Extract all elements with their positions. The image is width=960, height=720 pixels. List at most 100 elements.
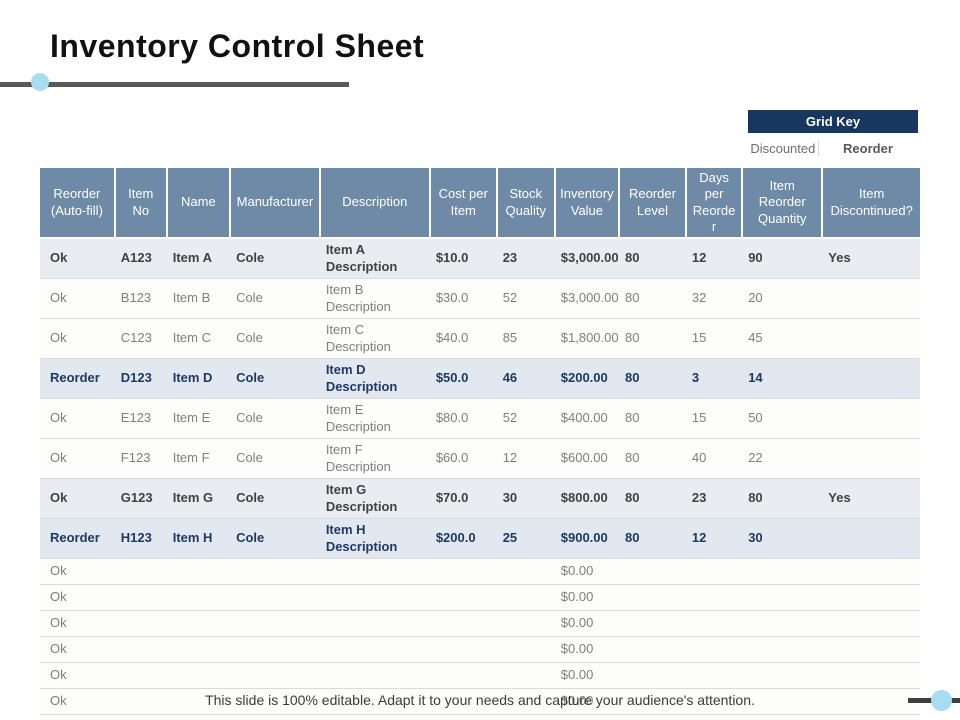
- table-cell: $0.00: [554, 636, 619, 663]
- table-cell: 23: [685, 478, 743, 519]
- table-cell: [822, 636, 920, 663]
- table-cell: [619, 558, 686, 585]
- column-header: Days per Reorder: [684, 168, 743, 239]
- table-cell: [822, 518, 920, 559]
- table-cell: [114, 714, 167, 720]
- table-cell: Item F: [166, 438, 231, 479]
- table-cell: [496, 714, 555, 720]
- inventory-table: Reorder (Auto-fill) Item No Name Manufactur…: [40, 168, 920, 720]
- table-cell: [166, 558, 231, 585]
- table-cell: 50: [742, 398, 823, 439]
- table-row: Ok B123 Item B Cole Item B Description $30.0 5…: [40, 278, 920, 319]
- table-row: Ok $0.00: [40, 662, 920, 689]
- table-cell: [230, 558, 320, 585]
- table-cell: [685, 610, 743, 637]
- table-cell: D123: [114, 358, 167, 399]
- table-cell: 14: [742, 358, 823, 399]
- table-cell: [822, 278, 920, 319]
- table-cell: $30.0: [429, 278, 497, 319]
- header-row: Reorder (Auto-fill) Item No Name Manufactur…: [40, 168, 920, 239]
- grid-key-legend: Grid Key Discounted Reorder: [748, 110, 918, 163]
- table-cell: Item H Description: [319, 518, 430, 559]
- table-cell: [429, 558, 497, 585]
- table-cell: 30: [496, 478, 555, 519]
- table-cell: [496, 584, 555, 611]
- table-cell: [429, 610, 497, 637]
- table-cell: 12: [685, 238, 743, 279]
- table-cell: [319, 714, 430, 720]
- table-cell: [230, 662, 320, 689]
- table-cell: [319, 610, 430, 637]
- table-cell: 15: [685, 398, 743, 439]
- table-cell: [230, 610, 320, 637]
- table-cell: [166, 610, 231, 637]
- table-cell: Ok: [40, 558, 115, 585]
- table-cell: $200.0: [429, 518, 497, 559]
- table-cell: [822, 358, 920, 399]
- table-cell: Ok: [40, 688, 115, 715]
- table-cell: 25: [496, 518, 555, 559]
- table-cell: 80: [619, 238, 686, 279]
- grid-key-labels: Discounted Reorder: [748, 133, 918, 163]
- table-cell: Cole: [230, 518, 320, 559]
- table-cell: 45: [742, 318, 823, 359]
- column-header: Reorder Level: [618, 168, 686, 239]
- table-cell: 15: [685, 318, 743, 359]
- table-cell: $800.00: [554, 478, 619, 519]
- table-cell: 12: [685, 518, 743, 559]
- table-cell: [166, 662, 231, 689]
- table-cell: Item G: [166, 478, 231, 519]
- column-header: Cost per Item: [428, 168, 497, 239]
- table-cell: Item G Description: [319, 478, 430, 519]
- table-cell: [496, 636, 555, 663]
- table-cell: [742, 610, 823, 637]
- table-cell: Ok: [40, 662, 115, 689]
- table-cell: [822, 398, 920, 439]
- table-cell: [822, 584, 920, 611]
- accent-dot-icon: [31, 73, 49, 91]
- table-cell: 90: [742, 238, 823, 279]
- table-cell: 80: [619, 438, 686, 479]
- table-cell: [429, 714, 497, 720]
- column-header: Stock Quality: [495, 168, 555, 239]
- table-cell: [114, 584, 167, 611]
- table-cell: [742, 584, 823, 611]
- table-cell: [822, 438, 920, 479]
- table-cell: [685, 584, 743, 611]
- table-cell: [822, 558, 920, 585]
- table-cell: 23: [496, 238, 555, 279]
- table-cell: [685, 662, 743, 689]
- table-cell: [496, 610, 555, 637]
- table-row: Ok A123 Item A Cole Item A Description $10.0 2…: [40, 238, 920, 279]
- table-cell: E123: [114, 398, 167, 439]
- table-cell: [619, 688, 686, 715]
- table-cell: $40.0: [429, 318, 497, 359]
- table-cell: Item E Description: [319, 398, 430, 439]
- table-cell: $0.00: [554, 584, 619, 611]
- table-cell: [685, 714, 743, 720]
- table-cell: Cole: [230, 278, 320, 319]
- table-cell: Ok: [40, 478, 115, 519]
- table-cell: 80: [619, 518, 686, 559]
- table-cell: $900.00: [554, 518, 619, 559]
- grid-key-reorder-label: Reorder: [843, 140, 893, 156]
- table-cell: $0.00: [554, 688, 619, 715]
- table-cell: Cole: [230, 318, 320, 359]
- table-cell: Item B Description: [319, 278, 430, 319]
- table-cell: [166, 688, 231, 715]
- table-cell: [166, 584, 231, 611]
- grid-key-title: Grid Key: [748, 110, 918, 133]
- table-cell: Cole: [230, 238, 320, 279]
- table-cell: Yes: [822, 478, 920, 519]
- table-cell: G123: [114, 478, 167, 519]
- table-cell: [822, 714, 920, 720]
- table-cell: $3,000.00: [554, 238, 619, 279]
- table-cell: [822, 610, 920, 637]
- table-cell: Reorder: [40, 518, 115, 559]
- table-cell: $50.0: [429, 358, 497, 399]
- table-cell: [619, 714, 686, 720]
- corner-accent-dot-icon: [931, 690, 952, 711]
- table-cell: [319, 636, 430, 663]
- table-cell: [619, 636, 686, 663]
- table-cell: Cole: [230, 398, 320, 439]
